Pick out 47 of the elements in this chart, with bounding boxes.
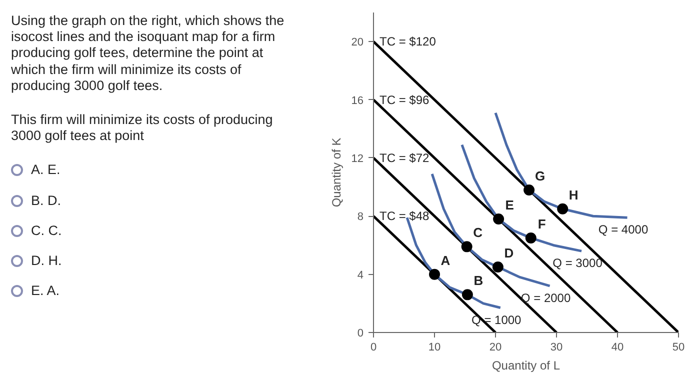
annotation: TC = $48 (380, 209, 430, 224)
annotation: TC = $120 (380, 34, 436, 49)
annotation: A (440, 252, 451, 268)
annotation: C (473, 225, 484, 240)
y-tick-label: 16 (351, 94, 364, 107)
annotation: TC = $72 (380, 150, 430, 165)
y-axis-title: Quantity of K (329, 138, 344, 208)
annotation: TC = $96 (380, 92, 430, 107)
x-axis-title: Quantity of L (492, 358, 560, 372)
annotation: H (568, 187, 578, 202)
annotation: G (534, 168, 546, 184)
y-tick-label: 12 (351, 152, 364, 165)
point (493, 214, 504, 225)
annotation: Q = 3000 (552, 256, 603, 270)
line-series (494, 112, 629, 219)
y-tick-label: 8 (357, 211, 364, 224)
x-tick-label: 20 (489, 342, 502, 354)
x-tick-label: 40 (611, 342, 624, 354)
annotation: F (538, 216, 546, 232)
point (462, 289, 473, 300)
point (492, 262, 504, 273)
point (557, 203, 568, 214)
annotation: D (504, 246, 514, 261)
point (525, 232, 536, 244)
x-tick-label: 10 (428, 342, 441, 354)
text: Using the graph on the right, which shows the isocost lines and the isoquant map for a firm producing golf tees, determine the point at which the firm will minimize its costs of producing 3000 golf tees. (11, 13, 286, 94)
annotation: E (505, 198, 514, 213)
point (524, 184, 535, 196)
y-tick-label: 4 (357, 269, 364, 282)
x-tick-label: 0 (370, 342, 377, 354)
point (429, 268, 440, 280)
annotation: B (474, 273, 484, 288)
text: D. H. (31, 252, 62, 270)
x-tick-label: 50 (672, 342, 685, 354)
point (461, 241, 472, 252)
y-tick-label: 0 (357, 328, 364, 340)
text: A. E. (31, 162, 60, 178)
annotation: Q = 1000 (472, 312, 522, 327)
annotation: Q = 4000 (598, 222, 648, 237)
y-tick-label: 20 (351, 36, 364, 49)
text: E. A. (31, 283, 60, 300)
annotation: Q = 2000 (520, 290, 571, 305)
text: B. D. (31, 192, 62, 209)
text: This firm will minimize its costs of producing 3000 golf tees at point (11, 112, 274, 144)
text: C. C. (31, 222, 62, 239)
x-tick-label: 30 (550, 342, 563, 354)
line-series (430, 172, 552, 288)
